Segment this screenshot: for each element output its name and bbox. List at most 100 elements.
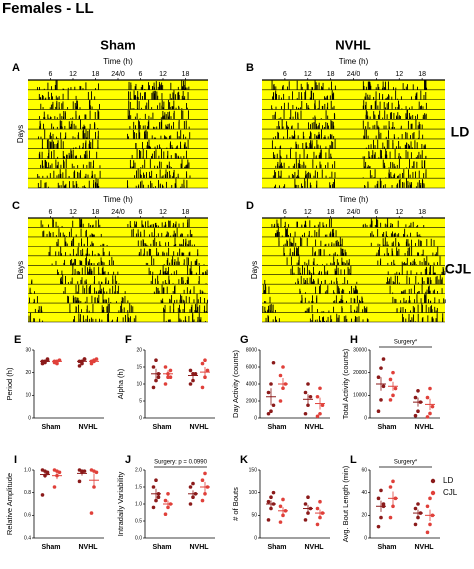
activity-pattern <box>265 286 267 294</box>
activity-pattern <box>185 296 187 304</box>
activity-pattern <box>143 229 145 237</box>
activity-pattern <box>39 116 40 120</box>
activity-pattern <box>180 163 182 169</box>
activity-pattern <box>283 109 285 120</box>
activity-pattern <box>364 185 366 188</box>
activity-pattern <box>388 130 389 139</box>
activity-pattern <box>291 126 292 130</box>
activity-pattern <box>326 263 328 266</box>
activity-pattern <box>62 172 64 179</box>
y-axis-label: Relative Amplitude <box>5 473 14 535</box>
activity-pattern <box>379 244 381 247</box>
activity-pattern <box>56 117 58 120</box>
x-axis-label: Time (h) <box>103 195 133 204</box>
activity-pattern <box>164 271 166 275</box>
activity-pattern <box>423 80 425 90</box>
activity-pattern <box>189 290 191 294</box>
activity-pattern <box>160 117 162 120</box>
activity-pattern <box>163 225 165 228</box>
activity-pattern <box>308 307 310 313</box>
data-point <box>425 415 430 419</box>
activity-pattern <box>171 106 173 110</box>
activity-pattern <box>55 235 57 237</box>
activity-pattern <box>166 282 168 285</box>
activity-pattern <box>435 276 437 285</box>
activity-pattern <box>305 310 307 313</box>
activity-pattern <box>330 262 332 266</box>
activity-pattern <box>364 223 366 228</box>
activity-pattern <box>127 133 129 139</box>
activity-pattern <box>112 319 114 322</box>
activity-pattern <box>75 311 77 313</box>
activity-pattern <box>287 86 288 90</box>
activity-pattern <box>73 315 75 322</box>
activity-pattern <box>413 161 415 169</box>
activity-pattern <box>49 118 51 120</box>
data-point <box>379 398 383 402</box>
activity-pattern <box>408 144 410 149</box>
activity-pattern <box>97 127 99 130</box>
activity-pattern <box>288 96 290 100</box>
activity-pattern <box>299 154 301 159</box>
activity-pattern <box>312 87 314 90</box>
activity-pattern <box>84 266 86 275</box>
activity-pattern <box>271 140 273 149</box>
activity-pattern <box>375 87 377 90</box>
activity-pattern <box>134 132 135 139</box>
activity-pattern <box>75 156 77 159</box>
activity-pattern <box>345 252 347 256</box>
activity-pattern <box>376 218 378 228</box>
activity-pattern <box>405 86 407 90</box>
activity-pattern <box>114 275 116 285</box>
activity-pattern <box>103 243 105 247</box>
activity-pattern <box>410 184 411 188</box>
activity-pattern <box>407 120 409 130</box>
activity-pattern <box>104 299 106 304</box>
activity-pattern <box>324 280 326 285</box>
activity-pattern <box>62 93 64 100</box>
activity-pattern <box>187 265 189 275</box>
activity-pattern <box>294 134 296 139</box>
activity-pattern <box>182 280 184 285</box>
activity-pattern <box>406 167 407 169</box>
activity-pattern <box>133 121 135 130</box>
activity-pattern <box>100 244 102 247</box>
activity-pattern <box>85 318 87 322</box>
activity-pattern <box>356 306 358 313</box>
activity-pattern <box>48 224 49 228</box>
activity-pattern <box>57 239 59 247</box>
activity-pattern <box>130 225 132 228</box>
activity-pattern <box>331 229 333 237</box>
data-point <box>82 469 87 473</box>
activity-pattern <box>139 125 141 130</box>
activity-pattern <box>406 257 408 266</box>
panel-letter: C <box>12 200 20 212</box>
activity-pattern <box>295 242 297 247</box>
activity-pattern <box>89 108 91 110</box>
activity-pattern <box>167 232 169 237</box>
activity-pattern <box>102 266 104 275</box>
activity-pattern <box>442 313 444 322</box>
activity-pattern <box>40 123 41 130</box>
activity-pattern <box>66 154 68 159</box>
activity-pattern <box>311 235 313 237</box>
activity-pattern <box>62 88 64 90</box>
activity-pattern <box>410 123 412 130</box>
activity-pattern <box>151 183 153 188</box>
x-tick-label: Sham <box>377 544 396 551</box>
activity-pattern <box>76 291 78 294</box>
activity-pattern <box>52 218 54 228</box>
activity-pattern <box>362 224 364 228</box>
activity-pattern <box>72 117 74 120</box>
activity-pattern <box>186 171 188 179</box>
activity-pattern <box>316 295 318 304</box>
activity-pattern <box>364 96 366 100</box>
activity-pattern <box>294 171 296 179</box>
activity-pattern <box>330 185 331 188</box>
activity-pattern <box>309 271 311 275</box>
activity-pattern <box>60 246 62 256</box>
activity-pattern <box>182 308 184 313</box>
data-point <box>413 522 418 527</box>
activity-pattern <box>378 132 380 139</box>
activity-pattern <box>365 92 367 100</box>
